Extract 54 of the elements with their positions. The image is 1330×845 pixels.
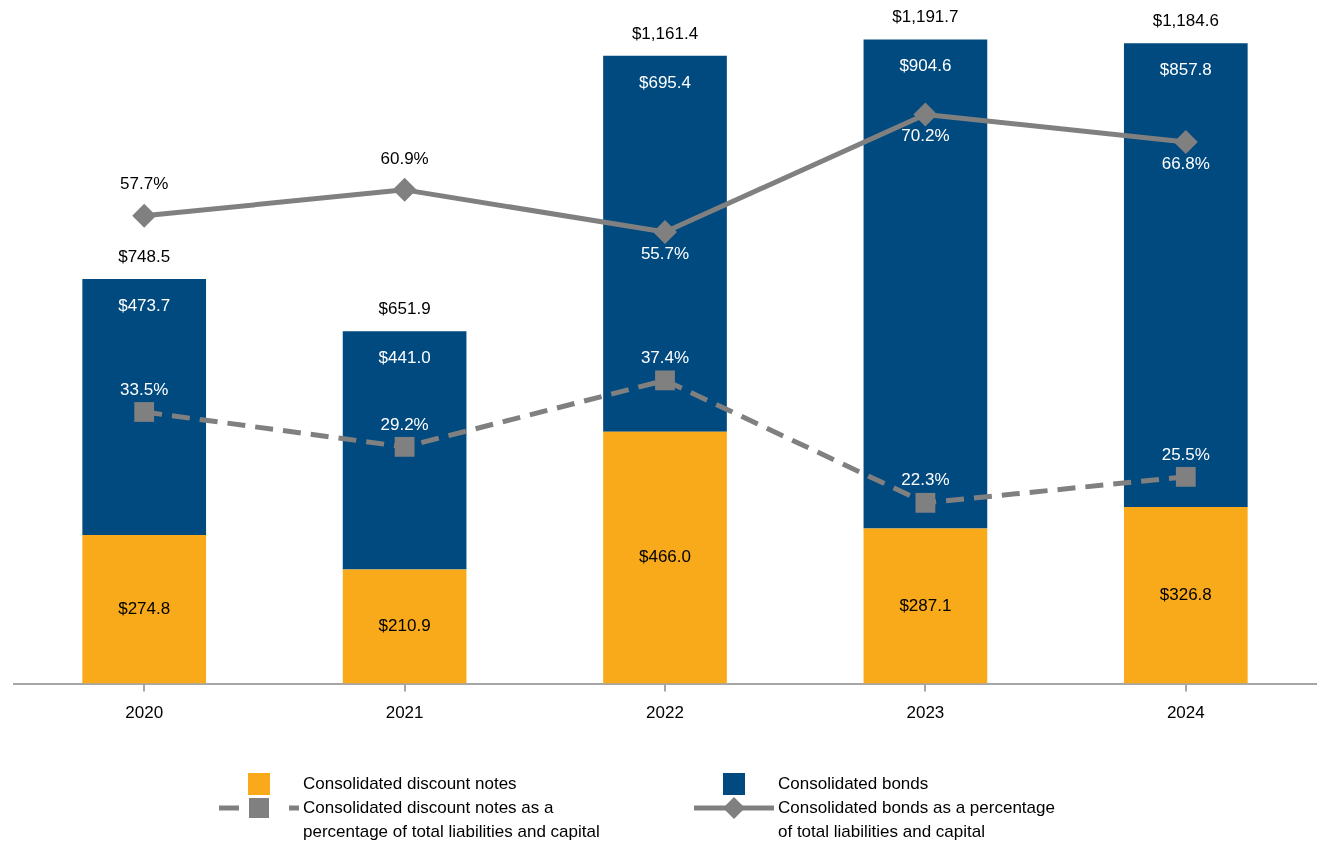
x-tick-label: 2024 [1166,703,1205,723]
data-label: 70.2% [901,126,950,146]
point [1173,130,1198,155]
point [1175,466,1196,487]
total-label: $1,184.6 [1152,11,1219,31]
bar [603,431,727,684]
data-label: 60.9% [380,148,429,168]
data-label: 66.8% [1161,153,1210,173]
data-label: 57.7% [120,174,169,194]
bar [603,55,727,432]
bar [342,569,467,684]
total-label: $1,161.4 [631,23,699,43]
data-label: $287.1 [899,595,952,615]
data-label: 25.5% [1161,444,1210,464]
point [915,492,936,513]
x-tick-label: 2023 [906,703,945,723]
data-label: 29.2% [380,414,429,434]
point [653,220,677,245]
data-label: 33.5% [120,379,169,399]
x-tick-label: 2020 [125,703,164,723]
data-label: $274.8 [118,599,171,619]
legend-label: Consolidated discount notes as a percentage of total liabilities and capital [303,797,601,843]
data-label: $210.9 [378,616,431,636]
total-label: $1,191.7 [892,7,959,27]
bar [863,528,988,684]
data-label: 22.3% [901,470,950,490]
data-label: $695.4 [639,72,691,92]
total-label: $748.5 [118,246,171,266]
total-label: $651.9 [378,298,431,318]
data-label: $473.7 [118,295,171,315]
data-label: $326.8 [1159,584,1212,604]
data-label: $857.8 [1159,60,1212,80]
legend-label: Consolidated discount notes [303,773,518,795]
point [134,402,155,422]
data-label: 37.4% [640,348,690,368]
bar [863,39,988,529]
point [655,370,675,391]
data-label: $466.0 [639,547,691,567]
x-tick-label: 2022 [646,703,684,723]
legend-label: Consolidated bonds as a percentage of total liabilities and capital [778,797,1056,843]
bar [342,331,467,570]
bar [82,279,207,536]
data-label: $441.0 [378,347,431,367]
bar [82,535,207,684]
legend-label: Consolidated bonds [778,773,930,795]
bar [1123,506,1248,684]
data-label: $904.6 [899,56,952,76]
data-label: 55.7% [640,243,690,263]
point [392,177,417,202]
x-tick-label: 2021 [385,703,424,723]
point [913,102,938,127]
point [394,436,415,457]
point [132,203,157,228]
bar [1123,43,1248,507]
